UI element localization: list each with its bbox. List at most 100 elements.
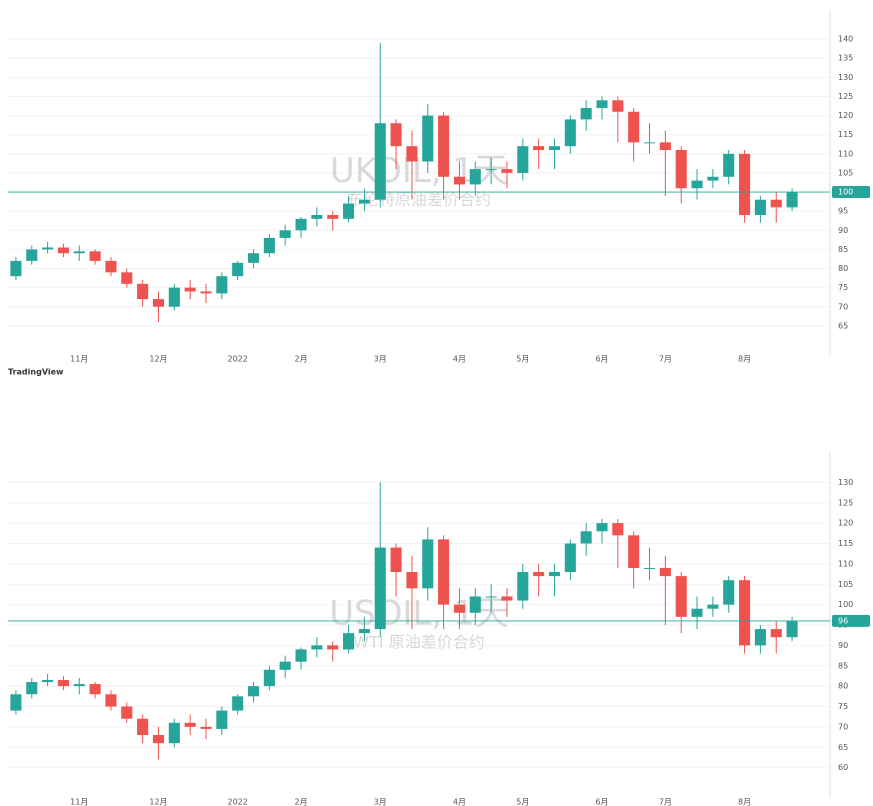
- candle-body: [485, 169, 497, 171]
- candle-body: [723, 153, 735, 177]
- y-tick-label: 75: [838, 702, 848, 711]
- candle-body: [343, 633, 355, 650]
- x-tick-label: 3月: [374, 355, 387, 364]
- candle-body: [343, 203, 355, 219]
- candle-body: [754, 629, 766, 646]
- candle-body: [263, 237, 275, 254]
- candle-body: [42, 680, 54, 683]
- candle-body: [216, 276, 228, 294]
- x-tick-label: 7月: [659, 798, 672, 806]
- candle-body: [485, 596, 497, 598]
- candle-body: [438, 115, 450, 177]
- candle-body: [786, 192, 798, 208]
- candle-body: [548, 572, 561, 577]
- candle-body: [295, 218, 307, 231]
- candle-body: [691, 608, 703, 617]
- chart: 6065707580859095100105110115120125130USO…: [8, 452, 870, 806]
- candle-body: [374, 123, 386, 200]
- candle-body: [184, 287, 196, 292]
- candle-body: [675, 150, 687, 189]
- chart: 65 70 75 80 85 90 95 100 105 110 115 120 125 130 135 14…: [8, 10, 870, 364]
- y-tick-label: 80: [838, 682, 848, 691]
- candle-body: [26, 682, 38, 695]
- y-tick-label: 125: [838, 92, 853, 101]
- y-tick-label: 85: [838, 661, 848, 670]
- candle-body: [469, 169, 481, 185]
- candle-body: [723, 580, 735, 605]
- x-tick-label: 5月: [516, 798, 529, 806]
- y-tick-label: 90: [838, 641, 848, 650]
- candle-body: [121, 706, 133, 719]
- x-tick-label: 8月: [738, 798, 751, 806]
- candle-body: [10, 260, 22, 277]
- candle-body: [57, 247, 69, 254]
- candle-body: [374, 547, 386, 630]
- candle-body: [232, 696, 244, 711]
- candle-body: [137, 283, 149, 300]
- y-tick-label: 95: [838, 207, 848, 216]
- y-tick-label: 130: [838, 73, 853, 82]
- y-tick-label: 125: [838, 498, 853, 507]
- candle-body: [612, 523, 624, 536]
- x-tick-label: 11月: [70, 355, 88, 364]
- x-tick-label: 5月: [516, 355, 529, 364]
- y-tick-label: 110: [838, 559, 853, 568]
- y-tick-label: 115: [838, 539, 853, 548]
- y-tick-label: 120: [838, 111, 853, 120]
- candle-body: [216, 710, 228, 729]
- y-tick-label: 65: [838, 743, 848, 752]
- candle-body: [295, 649, 307, 662]
- candle-body: [279, 230, 291, 238]
- y-tick-label: 100: [838, 600, 853, 609]
- x-tick-label: 12月: [149, 355, 167, 364]
- candle-body: [279, 661, 291, 670]
- candle-body: [42, 247, 54, 250]
- candle-body: [501, 169, 513, 173]
- y-tick-label: 120: [838, 519, 853, 528]
- candle-body: [311, 645, 323, 650]
- candle-body: [580, 107, 592, 120]
- candle-body: [121, 272, 133, 284]
- candle-body: [406, 572, 418, 589]
- candle-body: [200, 291, 212, 294]
- candle-body: [469, 596, 481, 613]
- candle-body: [247, 686, 260, 697]
- candle-body: [390, 547, 402, 573]
- y-tick-label: 110: [838, 149, 853, 158]
- candle-body: [453, 604, 465, 613]
- candle-body: [643, 567, 656, 569]
- candle-body: [770, 199, 782, 208]
- x-tick-label: 4月: [453, 798, 466, 806]
- candle-body: [105, 694, 117, 707]
- x-tick-label: 2月: [294, 798, 307, 806]
- candle-body: [754, 199, 766, 215]
- candle-body: [564, 119, 576, 147]
- candle-body: [327, 215, 339, 219]
- price-tag: [832, 186, 870, 199]
- x-tick-label: 2022: [228, 798, 248, 806]
- candle-body: [263, 669, 275, 687]
- candle-body: [105, 260, 117, 273]
- watermark-subtitle: 布伦特原油差价合约: [347, 190, 491, 209]
- y-tick-label: 70: [838, 722, 848, 731]
- price-tag: [832, 614, 870, 627]
- candle-body: [533, 572, 545, 577]
- candle-body: [184, 722, 196, 727]
- logo: TradingView: [8, 368, 64, 377]
- candle-body: [200, 726, 212, 729]
- y-tick-label: 115: [838, 130, 853, 139]
- x-tick-label: 7月: [659, 355, 672, 364]
- candle-body: [453, 176, 465, 185]
- watermark: USOIL, 1天: [329, 594, 508, 634]
- y-tick-label: 140: [838, 35, 853, 44]
- candle-body: [26, 249, 38, 261]
- x-tick-label: 4月: [453, 355, 466, 364]
- candle-body: [422, 539, 434, 589]
- candle-body: [580, 531, 592, 544]
- candle-body: [691, 180, 703, 189]
- candle-body: [57, 680, 69, 687]
- candle-body: [406, 146, 418, 162]
- y-tick-label: 75: [838, 283, 848, 292]
- candle-body: [739, 153, 751, 215]
